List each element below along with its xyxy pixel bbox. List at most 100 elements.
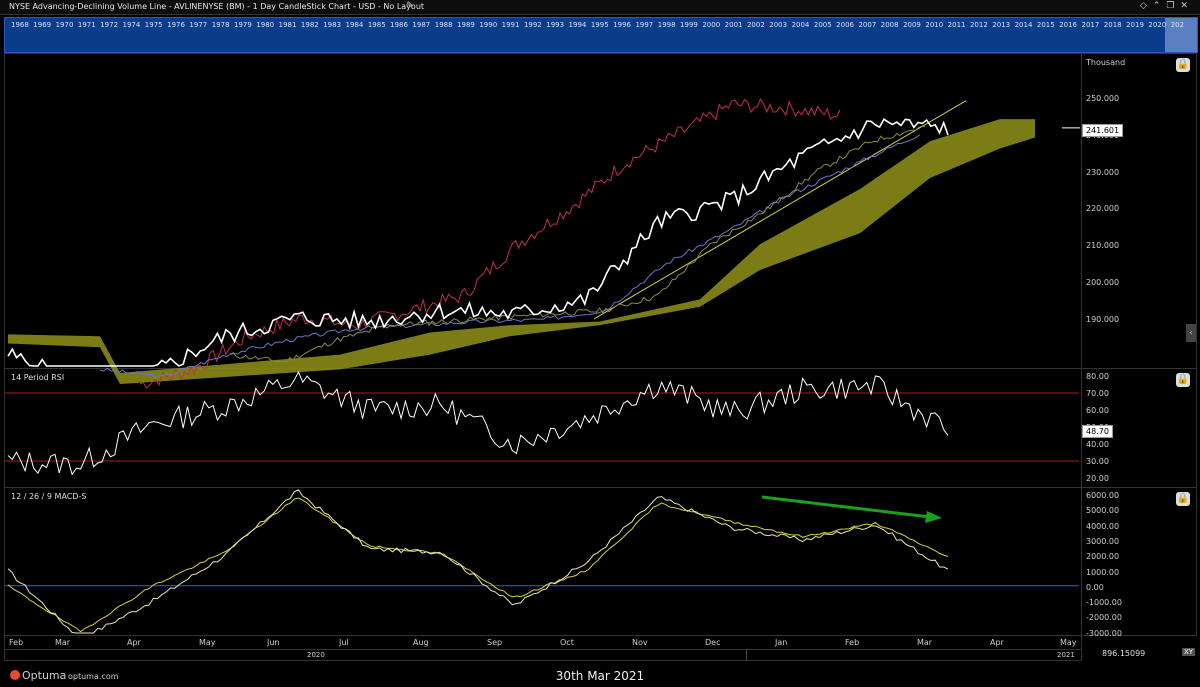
scale-readout[interactable]: 896.15099 XY — [1080, 648, 1196, 661]
timeline-year[interactable]: 1991 — [501, 21, 520, 29]
timeline-year[interactable]: 2005 — [813, 21, 832, 29]
month-label: Jul — [339, 638, 349, 647]
timeline-year[interactable]: 1985 — [367, 21, 386, 29]
optuma-logo: Optuma — [10, 669, 66, 682]
month-label: Jun — [267, 638, 280, 647]
timeline-year[interactable]: 2012 — [969, 21, 988, 29]
axis-tick-label: 4000.00 — [1086, 521, 1120, 531]
xy-toggle-button[interactable]: XY — [1182, 648, 1196, 656]
timeline-year[interactable]: 2020 — [1148, 21, 1167, 29]
timeline-year[interactable]: 2000 — [702, 21, 721, 29]
timeline-year[interactable]: 1978 — [211, 21, 230, 29]
timeline-year[interactable]: 1982 — [300, 21, 319, 29]
timeline-year[interactable]: 1995 — [590, 21, 609, 29]
timeline-year[interactable]: 1986 — [390, 21, 408, 29]
timeline-year[interactable]: 1997 — [635, 21, 654, 29]
axis-tick-label: 190.000 — [1086, 314, 1120, 324]
timeline-year[interactable]: 1977 — [189, 21, 208, 29]
timeline-year[interactable]: 2010 — [925, 21, 944, 29]
timeline-year[interactable]: 1969 — [33, 21, 52, 29]
lock-icon[interactable]: 🔒 — [1176, 373, 1190, 387]
footer: Optuma optuma.com 30th Mar 2021 — [0, 666, 1200, 687]
timeline-year[interactable]: 1994 — [568, 21, 587, 29]
timeline-year[interactable]: 2018 — [1103, 21, 1122, 29]
timeline-year[interactable]: 202 — [1170, 21, 1185, 29]
window-restore-icon[interactable]: ❐ — [1166, 1, 1181, 11]
timeline-year[interactable]: 2004 — [791, 21, 810, 29]
timeline-year[interactable]: 2009 — [903, 21, 921, 29]
timeline-year[interactable]: 1999 — [680, 21, 698, 29]
timeline-year[interactable]: 1984 — [345, 21, 364, 29]
month-label: Mar — [55, 638, 71, 647]
ichimoku-cloud — [8, 119, 1035, 385]
rsi-label: 14 Period RSI — [11, 373, 65, 382]
axis-tick-label: -2000.00 — [1086, 613, 1122, 623]
timeline-year[interactable]: 1989 — [457, 21, 475, 29]
timeline-year[interactable]: 1981 — [278, 21, 297, 29]
axis-tick-label: 0.00 — [1086, 582, 1104, 592]
timeline-year[interactable]: 1976 — [167, 21, 185, 29]
timeline-year[interactable]: 2006 — [836, 21, 854, 29]
pencil-icon[interactable]: ✎ — [406, 1, 414, 11]
window-title: NYSE Advancing-Declining Volume Line - A… — [9, 2, 425, 11]
month-label: Dec — [705, 638, 721, 647]
time-axis[interactable]: Feb Mar Apr May Jun Jul Aug Sep Oct Nov Dec Jan Feb M… — [4, 635, 1082, 661]
rsi-last-value: 48.70 — [1082, 425, 1113, 438]
month-label: Aug — [413, 638, 429, 647]
brand-name: Optuma — [22, 669, 67, 682]
timeline-year[interactable]: 1987 — [412, 21, 431, 29]
timeline-year[interactable]: 1996 — [613, 21, 631, 29]
timeline-year[interactable]: 1968 — [11, 21, 29, 29]
timeline-year[interactable]: 2014 — [1014, 21, 1033, 29]
lock-icon[interactable]: 🔒 — [1176, 58, 1190, 72]
timeline-year[interactable]: 1972 — [100, 21, 119, 29]
macd-line — [7, 489, 949, 634]
timeline-year[interactable]: 1993 — [546, 21, 565, 29]
timeline-year[interactable]: 1975 — [144, 21, 163, 29]
timeline-year[interactable]: 1990 — [479, 21, 498, 29]
arrow-head-icon — [925, 511, 942, 523]
chevron-up-icon[interactable]: ⌃ — [1152, 1, 1167, 11]
timeline-year[interactable]: 1979 — [234, 21, 252, 29]
timeline-year[interactable]: 2007 — [858, 21, 877, 29]
timeline-year[interactable]: 2011 — [947, 21, 966, 29]
timeline-year[interactable]: 2003 — [769, 21, 788, 29]
lock-icon[interactable]: 🔒 — [1176, 492, 1190, 506]
timeline-year[interactable]: 1980 — [256, 21, 275, 29]
price-line — [7, 118, 949, 367]
timeline-year[interactable]: 2002 — [746, 21, 765, 29]
axis-tick-label: -1000.00 — [1086, 598, 1122, 608]
axis-tick-label: 200.000 — [1086, 278, 1120, 287]
diamond-icon[interactable]: ◇ — [1139, 1, 1153, 11]
timeline-navigator[interactable]: 1968 1969 1970 1971 1972 1974 1975 1976 1977 1978… — [4, 17, 1198, 53]
timeline-year[interactable]: 1992 — [523, 21, 542, 29]
timeline-year[interactable]: 2019 — [1126, 21, 1144, 29]
timeline-year[interactable]: 2013 — [992, 21, 1011, 29]
axis-tick-label: 250.000 — [1086, 94, 1120, 103]
timeline-year[interactable]: 2008 — [880, 21, 899, 29]
timeline-year[interactable]: 1971 — [77, 21, 96, 29]
timeline-year[interactable]: 2001 — [724, 21, 743, 29]
macd-scale[interactable]: 🔒 6000.00 5000.00 4000.00 3000.00 2000.00 100… — [1080, 487, 1197, 638]
axis-tick-label: 40.00 — [1086, 440, 1109, 449]
timeline-year[interactable]: 1974 — [122, 21, 141, 29]
timeline-year[interactable]: 2016 — [1059, 21, 1078, 29]
axis-tick-label: 220.000 — [1086, 204, 1120, 214]
close-icon[interactable]: ✕ — [1180, 1, 1194, 11]
timeline-year[interactable]: 1983 — [323, 21, 342, 29]
chevron-left-icon[interactable]: ‹ — [1186, 324, 1196, 342]
price-scale[interactable]: Thousand 🔒 250.000240.000230.000220.0002… — [1080, 53, 1197, 369]
timeline-selection[interactable] — [1165, 18, 1197, 52]
timeline-year[interactable]: 1988 — [434, 21, 453, 29]
month-label: Feb — [845, 638, 860, 647]
timeline-year[interactable]: 1998 — [657, 21, 676, 29]
year-label: 2021 — [1057, 651, 1075, 659]
timeline-year[interactable]: 2017 — [1081, 21, 1100, 29]
month-label: Apr — [990, 638, 1004, 647]
timeline-year[interactable]: 2015 — [1036, 21, 1055, 29]
month-label: Sep — [487, 638, 503, 647]
macd-signal-line — [7, 497, 949, 633]
timeline-year[interactable]: 1970 — [55, 21, 74, 29]
